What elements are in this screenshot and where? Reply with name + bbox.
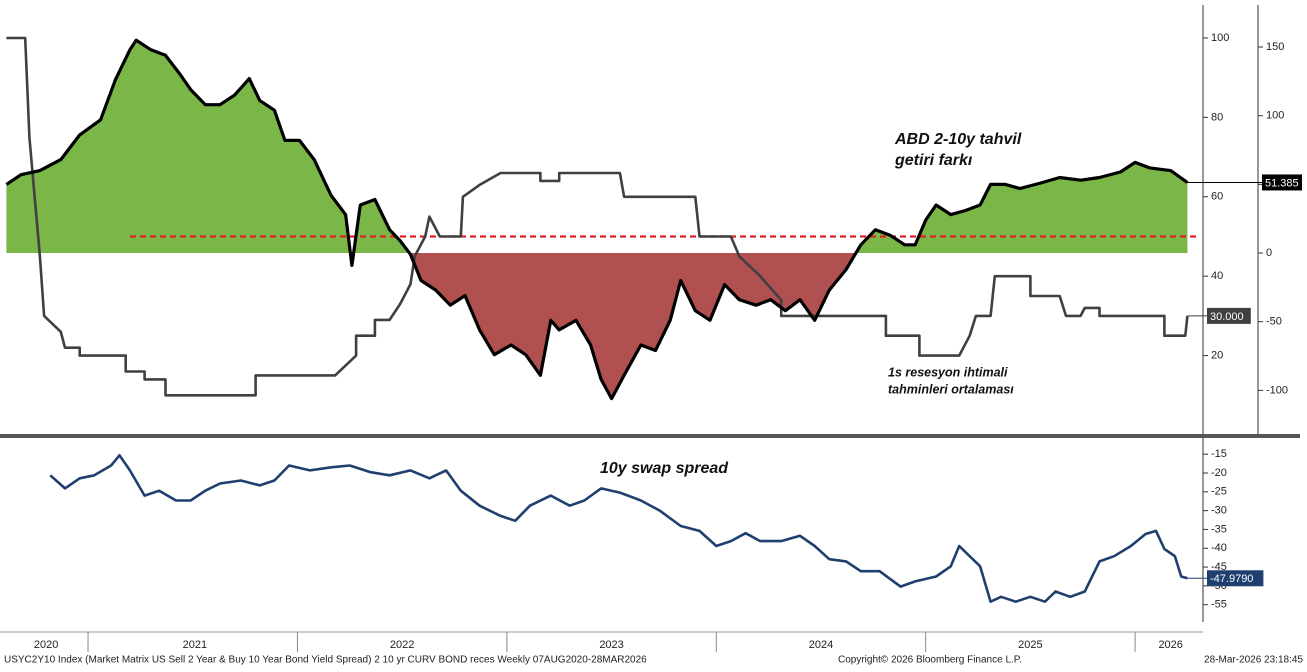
y2-tick-label: -100 [1266, 384, 1288, 396]
y-tick-label: 100 [1211, 32, 1229, 44]
last-value-box [1207, 307, 1251, 324]
y2-tick-label: -50 [1266, 316, 1282, 328]
y-tick-label: -15 [1211, 448, 1227, 460]
x-tick-label: 2025 [1018, 639, 1042, 651]
last-value-label: 30.000 [1210, 311, 1244, 323]
source-note: USYC2Y10 Index (Market Matrix US Sell 2 … [4, 655, 647, 666]
x-tick-label: 2026 [1158, 639, 1182, 651]
x-tick-label: 2024 [809, 639, 833, 651]
y-tick-label: -25 [1211, 486, 1227, 498]
last-value-box [1207, 570, 1264, 587]
timestamp: 28-Mar-2026 23:18:45 [1204, 655, 1303, 666]
x-tick-label: 2022 [390, 639, 414, 651]
y-tick-label: -20 [1211, 467, 1227, 479]
y-tick-label: 80 [1211, 111, 1223, 123]
y2-tick-label: 0 [1266, 247, 1272, 259]
y-tick-label: -40 [1211, 542, 1227, 554]
series-line [6, 36, 1189, 397]
annotation: tahminleri ortalaması [888, 382, 1014, 396]
y-tick-label: -45 [1211, 561, 1227, 573]
annotation: 10y swap spread [600, 460, 729, 477]
y-tick-label: 20 [1211, 349, 1223, 361]
y2-tick-label: 150 [1266, 41, 1284, 53]
x-tick-label: 2020 [34, 639, 58, 651]
y2-tick-label: 100 [1266, 110, 1284, 122]
area-above [6, 40, 1188, 254]
x-tick-label: 2023 [599, 639, 623, 651]
last-value-box [1262, 174, 1302, 191]
panel-separator [0, 434, 1300, 438]
y-tick-label: 40 [1211, 270, 1223, 282]
last-value-label: -47.9790 [1210, 573, 1253, 585]
annotation: 1s resesyon ihtimali [888, 365, 1008, 379]
copyright: Copyright© 2026 Bloomberg Finance L.P. [838, 655, 1022, 666]
y-tick-label: 60 [1211, 191, 1223, 203]
y-tick-label: -55 [1211, 599, 1227, 611]
series-line [49, 454, 1188, 603]
annotation: getiri farkı [894, 152, 973, 169]
y-tick-label: -35 [1211, 523, 1227, 535]
x-tick-label: 2021 [183, 639, 207, 651]
last-value-label: 51.385 [1265, 177, 1299, 189]
series-line [5, 38, 1189, 401]
annotation: ABD 2-10y tahvil [894, 131, 1022, 148]
y-tick-label: -30 [1211, 505, 1227, 517]
